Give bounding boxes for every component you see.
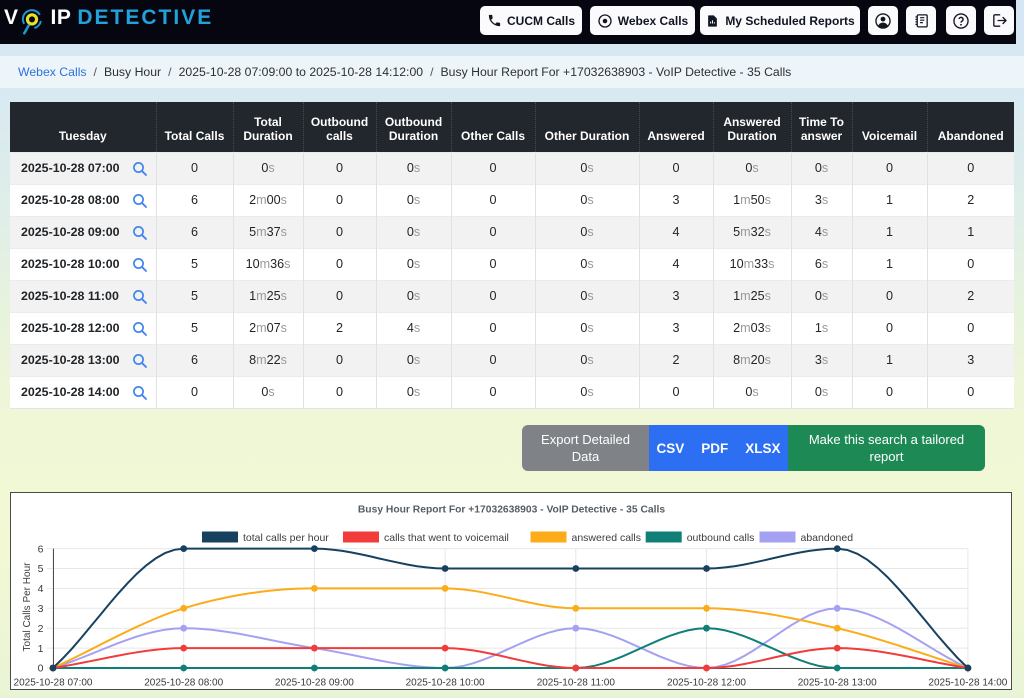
svg-text:2: 2	[38, 623, 44, 635]
svg-text:5: 5	[38, 563, 44, 575]
svg-text:outbound calls: outbound calls	[687, 532, 755, 544]
svg-text:3: 3	[38, 603, 44, 615]
svg-text:6: 6	[38, 543, 44, 555]
svg-text:2025-10-28 13:00: 2025-10-28 13:00	[798, 678, 877, 689]
svg-text:2025-10-28 08:00: 2025-10-28 08:00	[144, 678, 223, 689]
svg-text:0: 0	[38, 663, 44, 675]
svg-text:2025-10-28 07:00: 2025-10-28 07:00	[14, 678, 93, 689]
svg-text:total calls per hour: total calls per hour	[243, 532, 329, 544]
svg-text:Total Calls Per Hour: Total Calls Per Hour	[22, 562, 33, 652]
svg-text:calls that went to voicemail: calls that went to voicemail	[384, 532, 509, 544]
svg-text:Busy Hour Report For +17032638: Busy Hour Report For +17032638903 - VoIP…	[358, 505, 666, 516]
svg-text:2025-10-28 11:00: 2025-10-28 11:00	[537, 678, 616, 689]
svg-text:abandoned: abandoned	[801, 532, 854, 544]
svg-text:2025-10-28 12:00: 2025-10-28 12:00	[667, 678, 746, 689]
svg-text:2025-10-28 09:00: 2025-10-28 09:00	[275, 678, 354, 689]
svg-text:1: 1	[38, 643, 44, 655]
svg-text:4: 4	[38, 583, 44, 595]
svg-text:answered calls: answered calls	[572, 532, 641, 544]
svg-text:2025-10-28 10:00: 2025-10-28 10:00	[406, 678, 485, 689]
svg-text:2025-10-28 14:00: 2025-10-28 14:00	[928, 678, 1007, 689]
